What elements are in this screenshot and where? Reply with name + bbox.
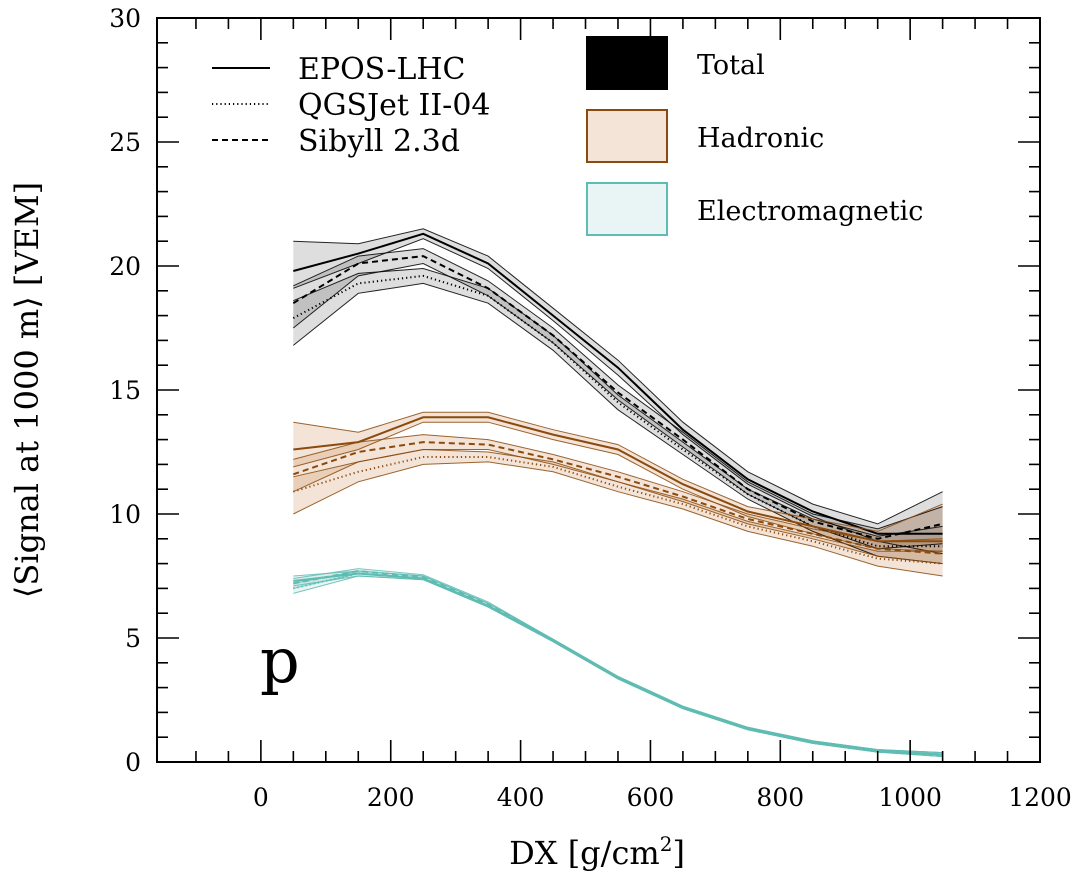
legend-label-model: QGSJet II-04 [298, 88, 491, 123]
hadronic-band-upper-edge-2 [293, 434, 943, 542]
hadronic-band-lower-edge-1 [293, 461, 943, 577]
x-tick-label: 600 [627, 783, 675, 812]
y-tick-label: 10 [109, 500, 141, 529]
em-line-qgsjet-ii-04 [293, 572, 943, 756]
hadronic-band-upper-edge-0 [293, 411, 943, 532]
em-band-2 [293, 568, 943, 757]
legend-label-component: Hadronic [697, 123, 824, 154]
total-band-upper-edge-0 [293, 228, 943, 525]
y-axis-label: ⟨Signal at 1000 m⟩ [VEM] [8, 182, 46, 598]
total-band-upper-edge-1 [293, 267, 943, 537]
y-tick-label: 5 [125, 624, 141, 653]
x-tick-label: 0 [253, 783, 269, 812]
hadronic-line-epos-lhc [293, 416, 943, 543]
em-band-0 [293, 571, 943, 757]
em-band-lower-edge-1 [293, 575, 943, 757]
legend-label-model: Sibyll 2.3d [298, 124, 460, 159]
x-tick-label: 800 [756, 783, 804, 812]
total-band-0 [293, 228, 943, 554]
y-tick-label: 20 [109, 252, 141, 281]
total-line-qgsjet-ii-04 [292, 274, 943, 548]
y-tick-label: 0 [125, 748, 141, 777]
primary-particle-label: p [260, 624, 300, 697]
total-line-sibyll-2-3d [292, 255, 943, 540]
em-line-sibyll-2-3d [293, 569, 943, 756]
hadronic-band-lower-edge-0 [293, 421, 943, 552]
total-band-lower-edge-2 [292, 262, 943, 550]
total-band-2 [293, 248, 943, 549]
em-band-upper-edge-2 [293, 568, 943, 754]
hadronic-band-1 [293, 449, 943, 576]
total-band-upper-edge-2 [293, 248, 943, 530]
legend-label-component: Total [697, 50, 765, 81]
y-tick-label: 15 [109, 376, 141, 405]
x-tick-label: 400 [497, 783, 545, 812]
legend-swatch-total [586, 36, 668, 90]
x-axis-label: DX [g/cm2] [509, 832, 685, 872]
y-tick-label: 25 [109, 128, 141, 157]
total-band-lower-edge-1 [292, 282, 943, 565]
x-tick-label: 1000 [878, 783, 942, 812]
em-band-upper-edge-0 [293, 570, 943, 754]
em-band-upper-edge-1 [293, 570, 943, 754]
hadronic-band-lower-edge-2 [293, 449, 943, 565]
x-tick-label: 1200 [1008, 783, 1072, 812]
y-tick-label: 30 [109, 4, 141, 33]
x-tick-label: 200 [367, 783, 415, 812]
legend-swatch-em [586, 182, 668, 236]
em-band-1 [293, 571, 943, 757]
series-lines [292, 228, 943, 757]
hadronic-line-sibyll-2-3d [292, 441, 943, 555]
axes: 0 200 400 600 800 1000 1200 0 5 10 15 20 25 30 [109, 4, 1072, 812]
legend-swatch-hadronic [586, 109, 668, 163]
legend-label-model: EPOS-LHC [298, 52, 466, 87]
em-band-lower-edge-2 [293, 572, 943, 757]
hadronic-band-0 [293, 412, 943, 552]
legend-label-component: Electromagnetic [697, 196, 923, 227]
em-band-lower-edge-0 [293, 575, 943, 757]
em-line-epos-lhc [293, 572, 943, 756]
